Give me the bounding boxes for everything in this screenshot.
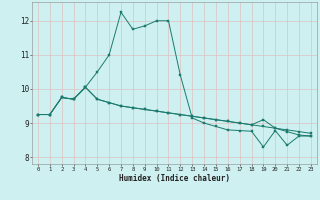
X-axis label: Humidex (Indice chaleur): Humidex (Indice chaleur) xyxy=(119,174,230,183)
